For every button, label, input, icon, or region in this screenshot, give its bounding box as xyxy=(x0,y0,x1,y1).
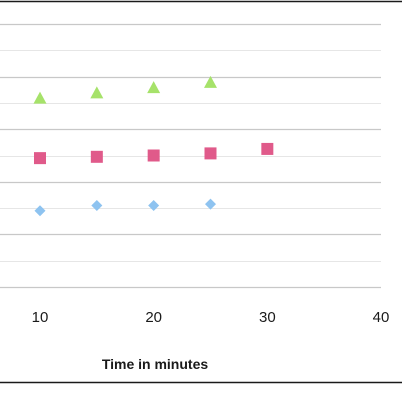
x-axis: 10 20 30 40 xyxy=(32,309,390,326)
x-tick-label: 40 xyxy=(373,309,390,326)
triangle-point xyxy=(33,91,47,104)
square-point xyxy=(147,149,160,162)
square-point xyxy=(34,152,46,165)
triangle-point xyxy=(204,75,217,88)
triangle-point xyxy=(147,81,161,94)
x-tick-label: 30 xyxy=(259,309,276,326)
triangle-point xyxy=(90,86,104,99)
square-point xyxy=(204,147,217,160)
diamond-point xyxy=(34,205,46,217)
diamond-point xyxy=(91,199,103,211)
data-marks xyxy=(33,75,274,217)
square-point xyxy=(90,150,103,163)
diamond-point xyxy=(148,199,160,211)
square-point xyxy=(261,142,274,155)
x-axis-title: Time in minutes xyxy=(102,356,209,372)
gridlines xyxy=(0,23,381,289)
x-tick-label: 20 xyxy=(145,309,162,326)
x-tick-label: 10 xyxy=(32,309,49,326)
diamond-point xyxy=(205,198,216,210)
